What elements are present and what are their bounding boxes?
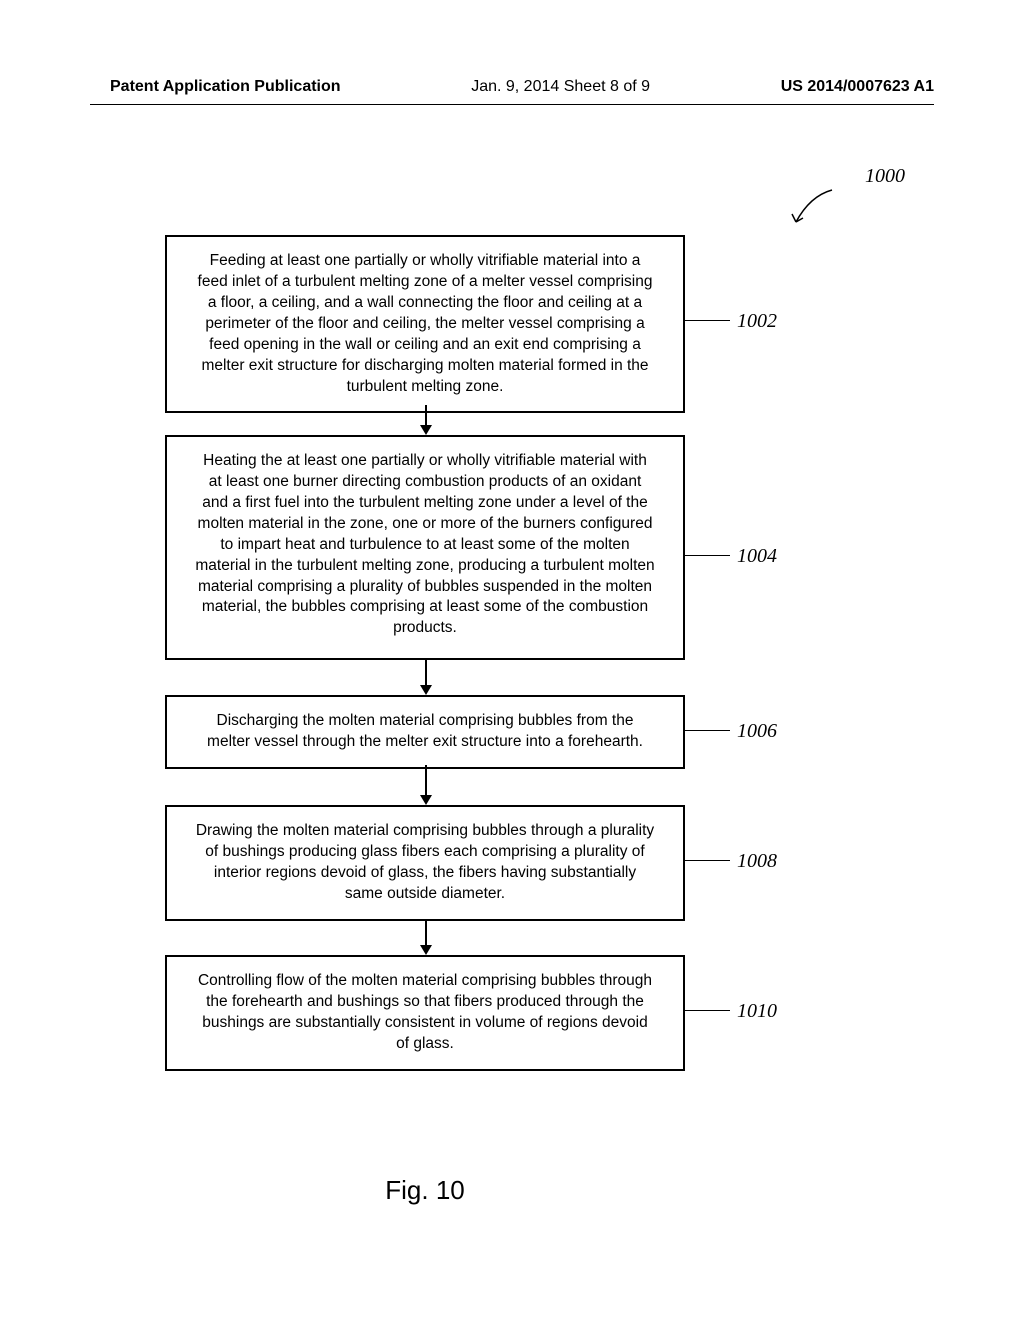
publication-number: US 2014/0007623 A1 <box>781 78 934 96</box>
flow-arrow-head <box>420 945 432 955</box>
flow-step-box: Feeding at least one partially or wholly… <box>165 235 685 413</box>
flow-arrow-line <box>425 660 427 685</box>
reference-label: 1010 <box>737 1000 777 1023</box>
reference-leader <box>685 1010 730 1011</box>
sheet-info: Jan. 9, 2014 Sheet 8 of 9 <box>471 78 650 96</box>
publication-type: Patent Application Publication <box>110 78 341 96</box>
flow-arrow-head <box>420 795 432 805</box>
overall-reference-label: 1000 <box>865 165 905 188</box>
reference-label: 1006 <box>737 720 777 743</box>
flow-arrow-head <box>420 685 432 695</box>
reference-label: 1004 <box>737 545 777 568</box>
reference-label: 1008 <box>737 850 777 873</box>
figure-caption: Fig. 10 <box>165 1175 685 1206</box>
flow-arrow-line <box>425 920 427 945</box>
flow-step-box: Discharging the molten material comprisi… <box>165 695 685 769</box>
reference-leader <box>685 730 730 731</box>
reference-leader <box>685 860 730 861</box>
reference-leader <box>685 555 730 556</box>
reference-label: 1002 <box>737 310 777 333</box>
flow-step-box: Drawing the molten material comprising b… <box>165 805 685 921</box>
header-divider <box>90 104 934 105</box>
flow-step-box: Controlling flow of the molten material … <box>165 955 685 1071</box>
flow-step-box: Heating the at least one partially or wh… <box>165 435 685 660</box>
flow-arrow-line <box>425 405 427 425</box>
reference-leader <box>685 320 730 321</box>
flow-arrow-line <box>425 765 427 795</box>
overall-reference-leader <box>790 188 835 228</box>
flow-arrow-head <box>420 425 432 435</box>
